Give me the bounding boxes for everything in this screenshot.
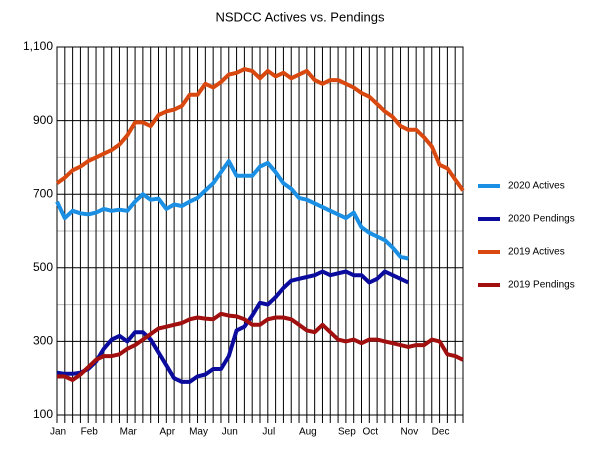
x-tick-label: Feb [81,427,99,438]
y-tick-label: 300 [33,334,53,348]
plot-frame [56,46,464,416]
chart-title: NSDCC Actives vs. Pendings [215,9,385,24]
x-tick-label: Sep [338,427,356,438]
y-tick-label: 1,100 [23,39,53,53]
x-tick-label: Nov [400,427,418,438]
x-tick-label: Oct [363,427,379,438]
x-tick-label: Jul [262,427,275,438]
series-line [57,311,464,382]
legend-label: 2019 Actives [508,247,565,258]
legend-label: 2020 Pendings [508,214,575,225]
x-tick-label: Dec [432,427,450,438]
series-line [56,269,410,384]
y-tick-label: 500 [33,260,53,274]
x-tick-label: Apr [160,427,176,438]
x-tick-label: Mar [120,427,138,438]
y-tick-label: 700 [33,186,53,200]
x-tick-label: Jun [222,427,238,438]
series-line [55,159,409,261]
y-tick-label: 900 [33,113,53,127]
y-tick-label: 100 [33,407,53,421]
x-tick-label: May [189,427,208,438]
x-tick-label: Aug [299,427,317,438]
series-line [55,67,465,192]
legend-label: 2019 Pendings [508,280,575,291]
x-tick-label: Jan [50,427,66,438]
legend-label: 2020 Actives [508,181,565,192]
